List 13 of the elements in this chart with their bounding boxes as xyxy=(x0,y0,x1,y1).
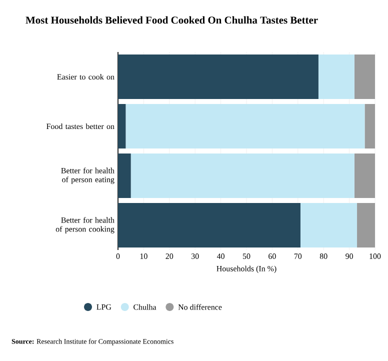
bar xyxy=(130,153,354,198)
bar xyxy=(354,153,376,198)
bar xyxy=(354,54,376,100)
chart-title: Most Households Believed Food Cooked On Chulha Tastes Better xyxy=(26,16,318,24)
bar xyxy=(357,202,376,248)
bar xyxy=(318,54,354,100)
bar xyxy=(300,202,358,248)
bar xyxy=(118,153,131,198)
bar xyxy=(364,104,376,149)
bar xyxy=(118,54,318,100)
bar xyxy=(118,202,300,248)
bar xyxy=(118,104,126,149)
bar xyxy=(126,104,365,149)
